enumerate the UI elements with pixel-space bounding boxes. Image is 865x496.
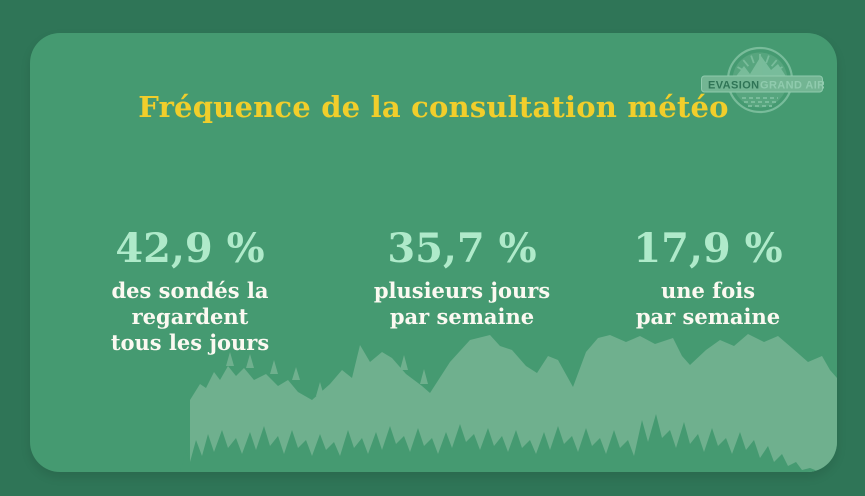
stat-once-week-label-line1: une fois [660,278,756,303]
foreground-treeline-shape [180,414,820,472]
stat-daily-label-line2: tous les jours [110,330,270,356]
mountain-badge-icon: EVASION GRAND AIR [701,46,824,114]
stat-once-week-label: une fois par semaine [573,278,837,330]
stat-several-days-label-line1: plusieurs jours [373,278,551,303]
stat-once-week: 17,9 % une fois par semaine [573,227,837,330]
stat-daily-label-line1: des sondés la regardent [111,278,269,330]
logo-banner [701,75,823,93]
mountain-forest-silhouette [180,334,837,472]
badge-texture-lines [742,97,778,107]
stat-several-days: 35,7 % plusieurs jours par semaine [327,227,597,330]
mountain-ridge-shape [190,334,837,472]
stat-daily: 42,9 % des sondés la regardent tous les … [55,227,325,356]
logo-tagline-text: GRAND AIR [760,80,824,92]
stat-once-week-value: 17,9 % [633,225,783,272]
stat-several-days-label: plusieurs jours par semaine [327,278,597,330]
logo-name-text: EVASION [708,80,760,92]
infographic-card: Fréquence de la consultation météo EVAS [30,33,837,472]
stat-daily-label: des sondés la regardent tous les jours [55,278,325,356]
stat-several-days-label-line2: par semaine [389,304,535,330]
stat-several-days-value: 35,7 % [387,225,537,272]
evasion-grand-air-logo: EVASION GRAND AIR [701,46,824,114]
stat-once-week-label-line2: par semaine [635,304,781,330]
page-title: Fréquence de la consultation météo [138,90,729,124]
stat-daily-value: 42,9 % [115,225,265,272]
